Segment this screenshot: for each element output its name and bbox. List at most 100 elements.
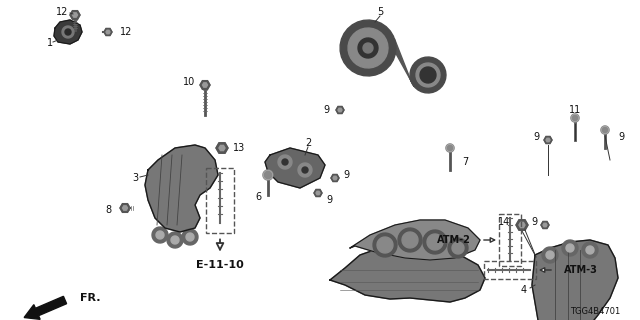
Polygon shape: [420, 67, 436, 83]
Polygon shape: [282, 159, 288, 165]
Polygon shape: [446, 144, 454, 152]
FancyArrow shape: [24, 296, 67, 319]
Polygon shape: [571, 114, 579, 122]
Polygon shape: [516, 220, 528, 230]
Polygon shape: [350, 220, 480, 260]
Text: ATM-3: ATM-3: [564, 265, 598, 275]
Polygon shape: [263, 170, 273, 180]
Polygon shape: [398, 228, 422, 252]
Polygon shape: [582, 242, 598, 258]
Text: 5: 5: [377, 7, 383, 17]
Text: 11: 11: [569, 105, 581, 115]
Polygon shape: [542, 247, 558, 263]
Polygon shape: [167, 232, 183, 248]
Text: 9: 9: [343, 170, 349, 180]
Polygon shape: [182, 229, 198, 245]
Polygon shape: [200, 81, 210, 89]
Polygon shape: [546, 138, 550, 142]
Polygon shape: [394, 38, 414, 87]
Text: 14: 14: [498, 217, 510, 227]
Text: FR.: FR.: [80, 293, 100, 303]
Text: TGG4B4701: TGG4B4701: [570, 308, 620, 316]
Polygon shape: [314, 189, 322, 196]
Text: 8: 8: [106, 205, 112, 215]
Polygon shape: [544, 137, 552, 143]
Text: 2: 2: [305, 138, 311, 148]
Polygon shape: [219, 145, 225, 151]
Polygon shape: [62, 26, 74, 38]
Polygon shape: [448, 238, 468, 258]
Bar: [484, 261, 536, 279]
Polygon shape: [363, 43, 373, 53]
Polygon shape: [571, 114, 579, 122]
Polygon shape: [427, 234, 443, 250]
Polygon shape: [338, 108, 342, 112]
Polygon shape: [566, 244, 574, 252]
Text: 9: 9: [326, 195, 332, 205]
Polygon shape: [314, 189, 322, 196]
Text: 9: 9: [323, 105, 329, 115]
Polygon shape: [171, 236, 179, 244]
Text: 9: 9: [618, 132, 624, 142]
Polygon shape: [331, 174, 339, 181]
Polygon shape: [340, 20, 396, 76]
Polygon shape: [402, 232, 418, 248]
Text: 4: 4: [521, 285, 527, 295]
Polygon shape: [70, 11, 80, 19]
Polygon shape: [331, 174, 339, 181]
Polygon shape: [543, 223, 547, 227]
Polygon shape: [278, 155, 292, 169]
Polygon shape: [544, 137, 552, 143]
Polygon shape: [423, 230, 447, 254]
Polygon shape: [145, 145, 218, 232]
Bar: [499, 214, 521, 266]
Polygon shape: [106, 30, 110, 34]
Polygon shape: [65, 29, 71, 35]
Text: 13: 13: [233, 143, 245, 153]
Polygon shape: [410, 57, 446, 93]
Text: ATM-2: ATM-2: [437, 235, 471, 245]
Polygon shape: [216, 143, 228, 153]
Polygon shape: [330, 245, 485, 302]
Text: E-11-10: E-11-10: [196, 260, 244, 269]
Polygon shape: [120, 204, 130, 212]
Polygon shape: [200, 81, 210, 89]
Polygon shape: [358, 38, 378, 58]
Polygon shape: [373, 233, 397, 257]
Polygon shape: [265, 148, 325, 188]
Text: 12: 12: [56, 7, 68, 17]
Polygon shape: [186, 233, 194, 241]
Polygon shape: [348, 28, 388, 68]
Polygon shape: [586, 246, 594, 254]
Polygon shape: [446, 144, 454, 152]
Polygon shape: [302, 167, 308, 173]
Polygon shape: [104, 28, 112, 36]
Text: 9: 9: [531, 217, 537, 227]
Polygon shape: [202, 83, 207, 87]
Text: 10: 10: [183, 77, 195, 87]
Polygon shape: [333, 176, 337, 180]
Polygon shape: [122, 206, 127, 210]
Polygon shape: [104, 28, 112, 36]
Polygon shape: [562, 240, 578, 256]
Polygon shape: [336, 107, 344, 114]
Text: 3: 3: [132, 173, 138, 183]
Polygon shape: [452, 242, 464, 254]
Polygon shape: [70, 11, 80, 19]
Polygon shape: [546, 251, 554, 259]
Polygon shape: [601, 126, 609, 134]
Polygon shape: [316, 191, 320, 195]
Polygon shape: [152, 227, 168, 243]
Polygon shape: [54, 20, 82, 44]
Polygon shape: [216, 143, 228, 153]
Polygon shape: [541, 221, 549, 228]
Polygon shape: [263, 170, 273, 180]
Polygon shape: [516, 220, 528, 230]
Text: 7: 7: [462, 157, 468, 167]
Polygon shape: [156, 231, 164, 239]
Polygon shape: [519, 222, 525, 228]
Polygon shape: [298, 163, 312, 177]
Polygon shape: [72, 13, 77, 17]
Text: 1: 1: [47, 38, 53, 48]
Text: 6: 6: [255, 192, 261, 202]
